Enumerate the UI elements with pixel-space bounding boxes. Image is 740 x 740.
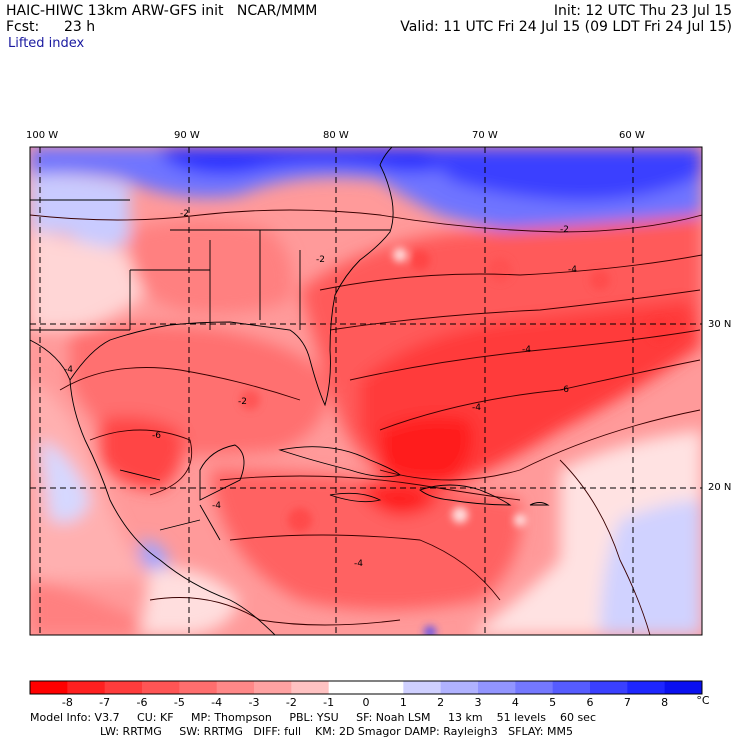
map-frame: [29, 146, 703, 636]
model-title: HAIC-HIWC 13km ARW-GFS init NCAR/MMM: [6, 3, 318, 19]
graticule: [30, 147, 702, 635]
colorbar-tick-label: -5: [173, 696, 185, 709]
colorbar-swatch: [142, 681, 180, 694]
colorbar-tick-label: -1: [323, 696, 335, 709]
colorbar-swatch: [552, 681, 591, 694]
contour-label: -2: [560, 225, 569, 235]
lon-label: 100 W: [26, 130, 59, 141]
contour-value-labels: -2 -2 -2 -4 -4 -4 -6 -6 -4 -2 -4 -4: [64, 209, 577, 569]
colorbar-tick-label: 7: [623, 696, 631, 709]
colorbar-swatch: [664, 681, 703, 694]
colorbar-tick-label: 5: [549, 696, 557, 709]
forecast-hour: 23 h: [64, 19, 96, 35]
contour-label: -2: [238, 397, 247, 407]
lon-label: 70 W: [472, 130, 498, 141]
colorbar-swatch: [440, 681, 479, 694]
contour-label: -4: [64, 365, 73, 375]
colorbar-tick-label: 2: [437, 696, 445, 709]
colorbar-frame: [29, 680, 703, 695]
lon-label: 60 W: [619, 130, 645, 141]
colorbar-tick-label: -4: [211, 696, 223, 709]
contour-label: -4: [522, 345, 531, 355]
model-info-line-1: Model Info: V3.7 CU: KF MP: Thompson PBL…: [30, 711, 596, 724]
colorbar-swatch: [216, 681, 255, 694]
coastlines: [30, 147, 550, 635]
colorbar-swatch: [179, 681, 218, 694]
colorbar-swatch: [478, 681, 516, 694]
colorbar-swatch: [254, 681, 292, 694]
contour-label: -4: [472, 403, 481, 413]
map-field: [30, 147, 702, 635]
colorbar-tick-label: -2: [285, 696, 297, 709]
colorbar-swatch: [291, 681, 330, 694]
colorbar-swatch: [627, 681, 666, 694]
colorbar-unit: °C: [696, 694, 710, 707]
colorbar-tick-label: 4: [511, 696, 519, 709]
colorbar-swatch: [590, 681, 628, 694]
contour-label: -4: [354, 559, 363, 569]
colorbar-swatch: [67, 681, 106, 694]
colorbar-tick-label: -7: [99, 696, 111, 709]
lat-label: 30 N: [708, 319, 732, 330]
contour-lines: [30, 209, 702, 635]
contour-label: -2: [180, 209, 189, 219]
init-time: Init: 12 UTC Thu 23 Jul 15: [553, 3, 732, 19]
contour-label: -6: [152, 431, 161, 441]
colorbar-tick-label: -6: [136, 696, 148, 709]
colorbar-tick-label: 3: [474, 696, 482, 709]
colorbar-tick-label: 0: [362, 696, 370, 709]
colorbar-tick-label: -8: [61, 696, 73, 709]
colorbar-swatch: [515, 681, 554, 694]
valid-time: Valid: 11 UTC Fri 24 Jul 15 (09 LDT Fri …: [400, 19, 732, 35]
colorbar-swatch: [366, 681, 404, 694]
lon-label: 90 W: [174, 130, 200, 141]
model-info-line-2: LW: RRTMG SW: RRTMG DIFF: full KM: 2D Sm…: [100, 725, 573, 738]
colorbar-swatch: [30, 681, 68, 694]
colorbar-tick-label: -3: [248, 696, 260, 709]
colorbar-tick-label: 8: [661, 696, 669, 709]
forecast-label: Fcst:: [6, 19, 40, 35]
contour-label: -6: [560, 385, 569, 395]
lon-label: 80 W: [323, 130, 349, 141]
colorbar-swatch: [104, 681, 143, 694]
colorbar: [29, 680, 703, 695]
field-name: Lifted index: [8, 36, 85, 51]
colorbar-tick-label: 1: [399, 696, 407, 709]
colorbar-swatch: [328, 681, 367, 694]
contour-label: -4: [212, 501, 221, 511]
contour-label: -4: [568, 265, 577, 275]
colorbar-tick-label: 6: [586, 696, 594, 709]
colorbar-swatch: [403, 681, 442, 694]
lat-label: 20 N: [708, 482, 732, 493]
contour-label: -2: [316, 255, 325, 265]
